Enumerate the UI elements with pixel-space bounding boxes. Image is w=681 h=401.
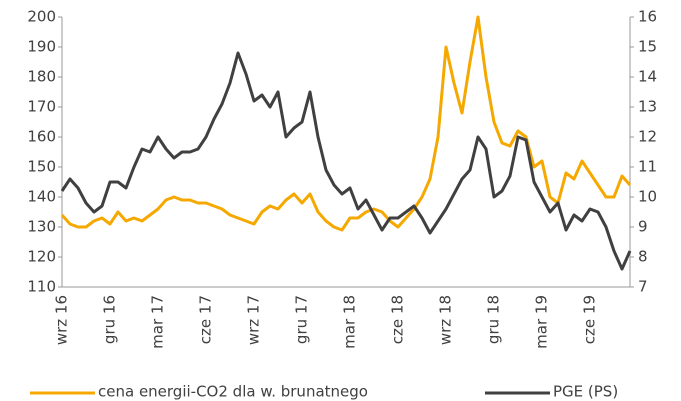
x-tick-label: cze 17 — [197, 295, 215, 344]
y-tick-label: 150 — [27, 158, 56, 176]
x-tick-label: cze 19 — [581, 295, 599, 344]
y2-tick-label: 15 — [638, 38, 657, 56]
y2-tick-label: 9 — [638, 218, 648, 236]
y-tick-label: 180 — [27, 68, 56, 86]
x-tick-label: gru 18 — [485, 295, 503, 344]
x-tick-label: wrz 18 — [437, 295, 455, 345]
x-tick-label: wrz 16 — [53, 295, 71, 345]
legend-label: PGE (PS) — [553, 383, 618, 401]
y2-tick-label: 10 — [638, 188, 657, 206]
series-line — [60, 15, 632, 232]
y-tick-label: 120 — [27, 248, 56, 266]
y-tick-label: 160 — [27, 128, 56, 146]
y2-tick-label: 13 — [638, 98, 657, 116]
y2-tick-label: 12 — [638, 128, 657, 146]
y-tick-label: 110 — [27, 278, 56, 296]
y2-tick-label: 7 — [638, 278, 648, 296]
y-tick-label: 140 — [27, 188, 56, 206]
series-line — [60, 51, 632, 271]
y2-tick-label: 11 — [638, 158, 657, 176]
x-tick-label: cze 18 — [389, 295, 407, 344]
y-tick-label: 170 — [27, 98, 56, 116]
y2-tick-label: 16 — [638, 8, 657, 26]
x-tick-label: mar 18 — [341, 295, 359, 349]
x-tick-label: mar 19 — [533, 295, 551, 349]
legend-label: cena energii-CO2 dla w. brunatnego — [98, 383, 368, 401]
y2-tick-label: 14 — [638, 68, 657, 86]
y-tick-label: 130 — [27, 218, 56, 236]
y-tick-label: 200 — [27, 8, 56, 26]
y-tick-label: 190 — [27, 38, 56, 56]
x-tick-label: mar 17 — [149, 295, 167, 349]
x-tick-label: gru 16 — [101, 295, 119, 344]
y2-tick-label: 8 — [638, 248, 648, 266]
x-tick-label: wrz 17 — [245, 295, 263, 345]
x-tick-label: gru 17 — [293, 295, 311, 344]
